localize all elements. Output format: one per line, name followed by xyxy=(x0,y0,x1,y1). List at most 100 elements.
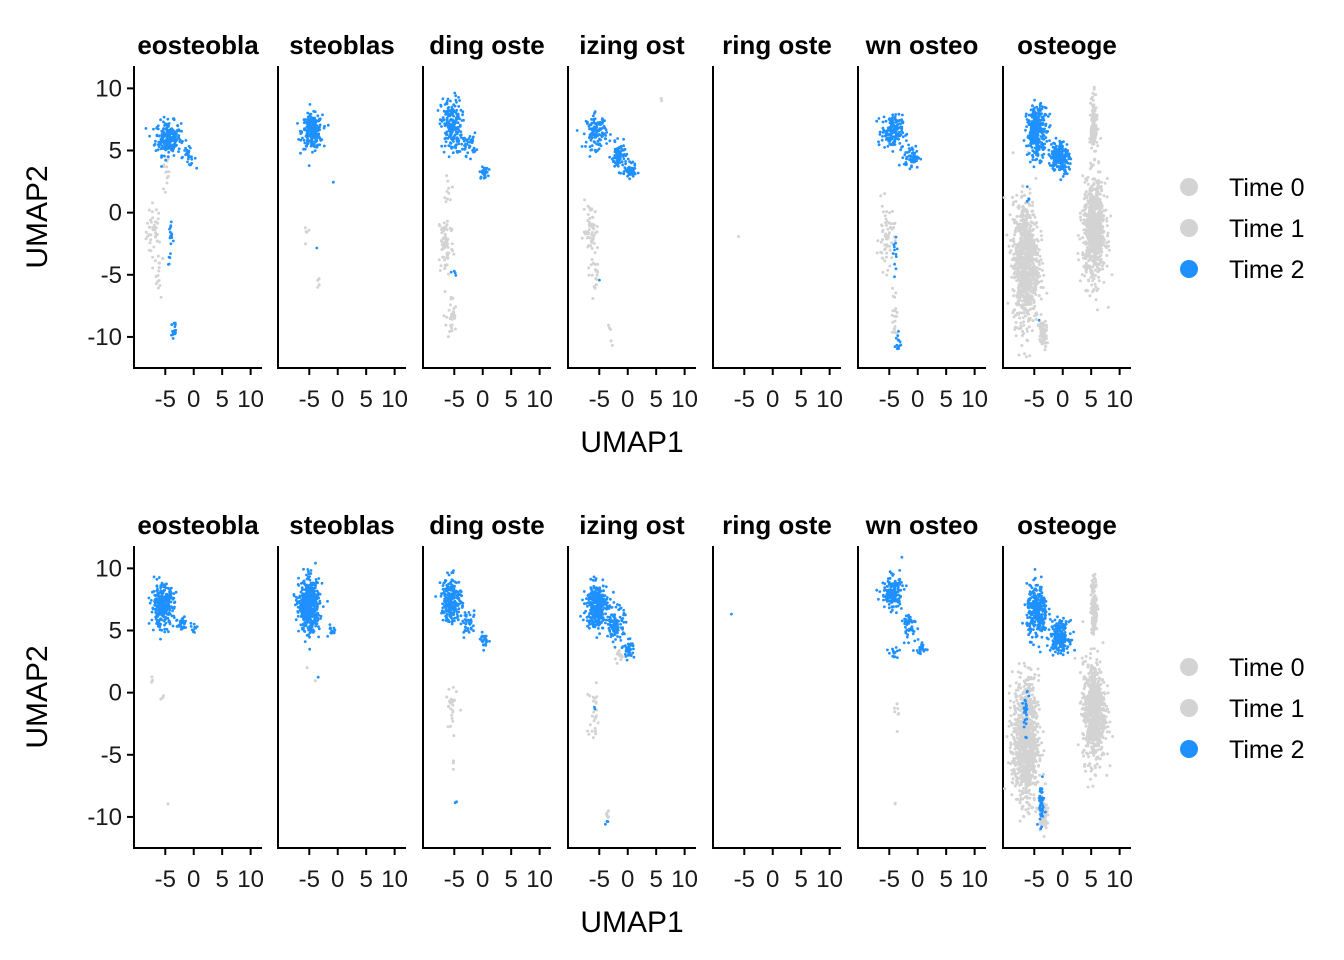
scatter-point xyxy=(304,587,308,591)
scatter-point xyxy=(1036,253,1039,257)
scatter-point xyxy=(1038,324,1042,328)
scatter-point xyxy=(305,583,309,587)
x-tick-label: 5 xyxy=(215,866,228,893)
scatter-point xyxy=(318,128,321,132)
scatter-point xyxy=(1048,139,1051,143)
scatter-point xyxy=(159,147,163,151)
scatter-point xyxy=(1078,211,1082,215)
scatter-point xyxy=(438,269,442,272)
scatter-point xyxy=(161,187,165,191)
scatter-point xyxy=(901,135,905,139)
scatter-point xyxy=(1027,223,1031,227)
x-tick-label: -5 xyxy=(299,866,320,893)
scatter-point xyxy=(163,144,167,148)
scatter-point xyxy=(1016,294,1020,298)
scatter-point xyxy=(584,145,587,148)
scatter-point xyxy=(1091,163,1095,167)
scatter-point xyxy=(164,139,167,143)
scatter-point xyxy=(1098,192,1102,196)
scatter-point xyxy=(1011,151,1015,155)
scatter-point xyxy=(313,622,317,625)
scatter-point xyxy=(1011,244,1015,248)
scatter-point xyxy=(884,217,888,221)
scatter-point xyxy=(300,130,303,133)
scatter-point xyxy=(1036,108,1040,111)
scatter-point xyxy=(445,102,449,106)
scatter-point xyxy=(893,221,897,225)
scatter-point xyxy=(462,139,466,143)
scatter-point xyxy=(449,142,453,145)
scatter-point xyxy=(315,607,319,611)
scatter-point xyxy=(1082,265,1086,269)
scatter-point xyxy=(592,223,596,227)
scatter-point xyxy=(147,596,151,600)
scatter-point xyxy=(165,627,169,631)
scatter-point xyxy=(1015,267,1019,271)
scatter-point xyxy=(181,619,185,622)
x-tick-label: 5 xyxy=(359,386,372,413)
scatter-point xyxy=(446,179,450,183)
scatter-point xyxy=(1008,251,1012,255)
scatter-point xyxy=(1025,199,1029,203)
facet-points xyxy=(737,235,740,238)
scatter-point xyxy=(619,171,622,175)
scatter-point xyxy=(294,618,298,622)
scatter-point xyxy=(445,255,449,259)
scatter-point xyxy=(1025,329,1029,333)
scatter-point xyxy=(302,118,306,122)
scatter-point xyxy=(1093,268,1097,272)
facet-panel: eosteobla-5 0 5 10 xyxy=(133,510,264,893)
scatter-point xyxy=(168,607,171,611)
scatter-point xyxy=(1089,204,1092,208)
scatter-point xyxy=(603,137,607,141)
scatter-point xyxy=(150,210,154,214)
scatter-point xyxy=(306,617,310,620)
y-tick-label: 5 xyxy=(109,618,122,645)
scatter-point xyxy=(317,635,320,639)
facet-panel: eosteobla-5 0 5 10 xyxy=(133,30,264,413)
scatter-point xyxy=(1023,306,1027,310)
scatter-point xyxy=(621,163,625,167)
scatter-point xyxy=(893,262,896,266)
scatter-point xyxy=(1095,289,1099,293)
y-tick-label: -10 xyxy=(87,804,122,831)
scatter-point xyxy=(1024,278,1028,282)
scatter-point xyxy=(890,330,894,334)
scatter-point xyxy=(1094,229,1098,233)
scatter-point xyxy=(890,226,894,230)
scatter-point xyxy=(454,98,458,102)
scatter-point xyxy=(451,138,454,142)
scatter-point xyxy=(1084,190,1088,194)
scatter-point xyxy=(171,609,174,613)
scatter-point xyxy=(877,117,881,120)
scatter-point xyxy=(889,222,893,226)
scatter-point xyxy=(152,127,155,131)
scatter-point xyxy=(589,244,593,248)
scatter-point xyxy=(172,146,176,150)
scatter-point xyxy=(1035,266,1039,270)
scatter-point xyxy=(1095,140,1099,144)
scatter-point xyxy=(890,121,894,124)
scatter-point xyxy=(154,231,157,235)
scatter-point xyxy=(172,133,176,137)
scatter-point xyxy=(1094,274,1098,277)
scatter-point xyxy=(881,270,885,274)
facet-strip-label: steoblas xyxy=(289,510,395,540)
scatter-point xyxy=(442,229,446,233)
x-tick-label: 0 xyxy=(766,386,779,413)
scatter-point xyxy=(308,122,312,126)
scatter-point xyxy=(173,325,177,328)
scatter-point xyxy=(1024,287,1028,291)
facet-points xyxy=(1002,85,1114,359)
scatter-point xyxy=(1091,259,1095,263)
x-tick-label: 0 xyxy=(1056,386,1069,413)
scatter-point xyxy=(443,232,447,236)
scatter-point xyxy=(1031,134,1035,137)
scatter-point xyxy=(443,267,447,271)
scatter-point xyxy=(166,802,170,806)
scatter-point xyxy=(1029,284,1032,288)
scatter-point xyxy=(594,283,598,287)
scatter-point xyxy=(161,140,165,144)
x-tick-label: 0 xyxy=(187,866,200,893)
scatter-point xyxy=(167,170,171,174)
